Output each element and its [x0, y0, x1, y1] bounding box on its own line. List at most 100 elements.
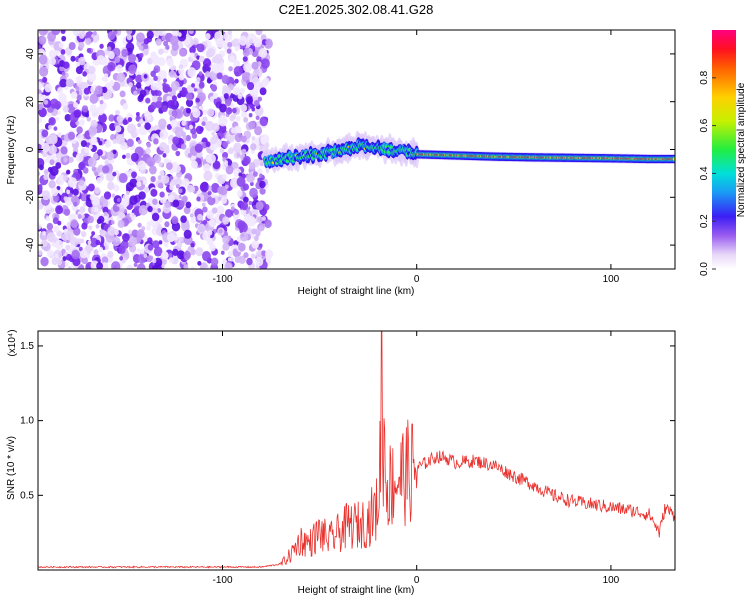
- noise-blob: [181, 178, 190, 188]
- noise-blob: [189, 213, 194, 218]
- noise-blob: [44, 83, 53, 93]
- noise-blob: [224, 184, 229, 189]
- noise-blob: [152, 240, 160, 249]
- noise-blob: [38, 164, 44, 171]
- noise-blob: [240, 201, 249, 211]
- noise-blob: [195, 97, 200, 103]
- noise-blob: [171, 110, 178, 118]
- noise-blob: [190, 266, 195, 269]
- noise-blob: [107, 31, 116, 40]
- noise-blob: [63, 61, 70, 69]
- noise-blob: [51, 257, 59, 266]
- noise-blob: [55, 116, 60, 122]
- noise-blob: [38, 36, 47, 45]
- noise-blob: [207, 230, 213, 236]
- noise-blob: [115, 125, 122, 133]
- noise-blob: [246, 257, 253, 266]
- noise-blob: [257, 177, 262, 183]
- noise-blob: [114, 206, 120, 212]
- noise-blob: [222, 216, 230, 225]
- noise-blob: [126, 264, 134, 269]
- noise-blob: [153, 30, 160, 37]
- noise-blob: [258, 47, 268, 58]
- noise-blob: [127, 117, 133, 123]
- noise-blob: [71, 249, 80, 260]
- noise-blob: [254, 126, 263, 136]
- noise-blob: [255, 256, 264, 267]
- noise-blob: [62, 105, 69, 113]
- noise-blob: [150, 176, 156, 183]
- noise-blob: [136, 229, 145, 239]
- noise-blob: [80, 140, 87, 148]
- noise-blob: [173, 164, 181, 173]
- noise-blob: [233, 87, 241, 96]
- noise-blob: [76, 133, 84, 142]
- noise-blob: [257, 168, 263, 175]
- noise-blob: [144, 186, 150, 193]
- noise-blob: [38, 81, 43, 90]
- noise-blob: [122, 194, 130, 202]
- noise-blob: [205, 141, 211, 148]
- noise-blob: [57, 220, 62, 226]
- noise-blob: [152, 55, 161, 66]
- noise-blob: [238, 242, 246, 252]
- noise-blob: [165, 162, 173, 171]
- spectrogram-y-axis-label: Frequency (Hz): [6, 116, 17, 185]
- noise-blob: [107, 250, 114, 258]
- noise-blob: [126, 190, 130, 195]
- noise-blob: [265, 249, 274, 259]
- noise-blob: [155, 84, 161, 91]
- noise-blob: [101, 86, 108, 94]
- noise-blob: [167, 99, 175, 109]
- noise-blob: [216, 205, 225, 215]
- noise-blob: [209, 243, 216, 252]
- noise-blob: [133, 90, 138, 96]
- noise-blob: [67, 131, 76, 141]
- noise-blob: [87, 240, 92, 245]
- noise-blob: [117, 220, 125, 228]
- noise-blob: [146, 255, 153, 263]
- snr-y-tick-label: 1.5: [20, 341, 34, 352]
- spectrogram-x-ticks: -100 0 100: [212, 30, 620, 285]
- noise-blob: [174, 177, 183, 187]
- noise-blob: [220, 196, 228, 205]
- noise-blob: [61, 233, 69, 241]
- noise-blob: [143, 253, 148, 258]
- snr-x-tick-label: 100: [603, 575, 620, 586]
- noise-blob: [96, 106, 105, 116]
- noise-blob: [258, 225, 264, 232]
- noise-blob: [112, 149, 117, 155]
- noise-blob: [136, 263, 146, 269]
- noise-blob: [230, 206, 235, 211]
- noise-blob: [156, 90, 162, 97]
- noise-blob: [144, 113, 152, 122]
- noise-blob: [135, 82, 142, 89]
- noise-blob: [234, 46, 240, 52]
- noise-blob: [211, 84, 217, 92]
- noise-blob: [228, 66, 233, 72]
- noise-blob: [251, 240, 259, 249]
- spectrogram-x-axis-label: Height of straight line (km): [298, 286, 415, 297]
- noise-blob: [107, 226, 116, 236]
- noise-blob: [243, 116, 249, 123]
- noise-blob: [187, 67, 197, 78]
- noise-blob: [103, 73, 109, 79]
- noise-blob: [255, 30, 263, 36]
- noise-blob: [264, 142, 270, 148]
- noise-blob: [38, 184, 43, 192]
- noise-blob: [215, 37, 225, 48]
- noise-blob: [48, 124, 53, 130]
- noise-blob: [137, 222, 142, 228]
- noise-blob: [158, 240, 163, 245]
- noise-blob: [238, 222, 248, 233]
- noise-blob: [77, 214, 82, 219]
- noise-blob: [126, 138, 134, 147]
- noise-blob: [198, 55, 205, 63]
- noise-blob: [241, 71, 252, 83]
- noise-blob: [146, 142, 152, 148]
- noise-blob: [177, 93, 182, 99]
- noise-blob: [119, 90, 126, 98]
- snr-frame: [37, 330, 676, 571]
- noise-blob: [138, 93, 145, 100]
- noise-blob: [38, 89, 42, 95]
